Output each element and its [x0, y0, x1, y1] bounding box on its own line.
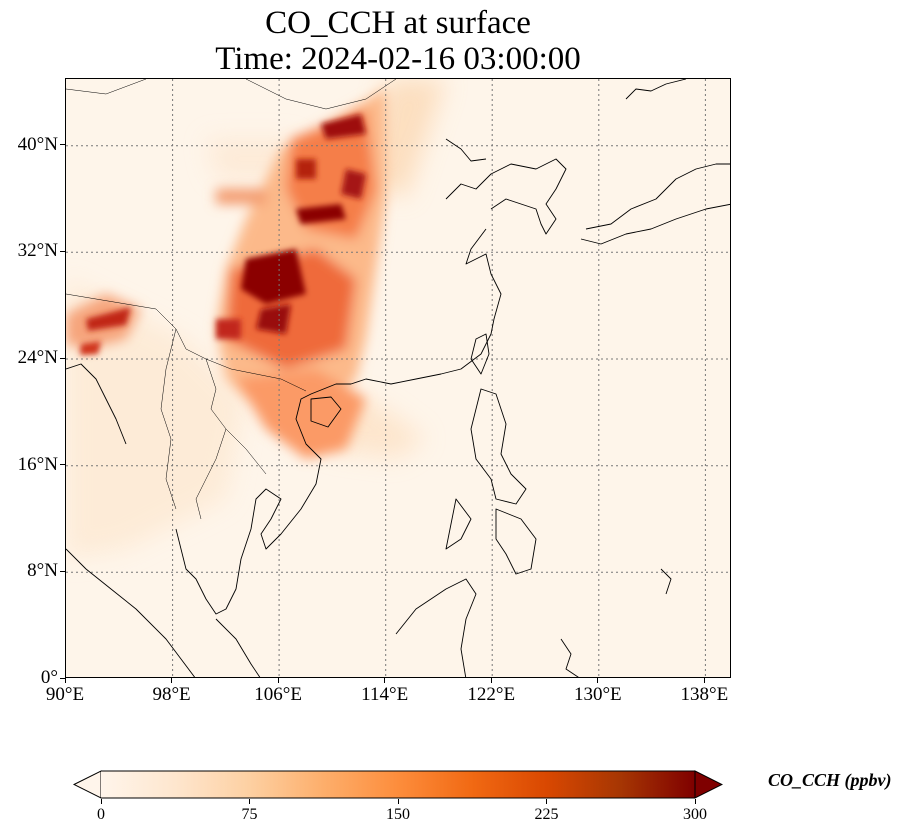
lon-tick-mark [384, 678, 386, 683]
colorbar [73, 770, 723, 799]
colorbar-tick-mark [694, 799, 696, 804]
lat-tick-label: 16°N [17, 453, 58, 475]
lat-tick-label: 32°N [17, 240, 58, 262]
lat-tick-label: 40°N [17, 133, 58, 155]
lat-tick-label: 8°N [27, 560, 58, 582]
lon-tick-mark [597, 678, 599, 683]
colorbar-tick-mark [397, 799, 399, 804]
lon-tick-mark [64, 678, 66, 683]
colorbar-tick-mark [249, 799, 250, 804]
lon-tick-label: 106°E [254, 684, 302, 705]
lon-tick-label: 90°E [45, 684, 85, 705]
lat-tick-mark [60, 144, 65, 146]
colorbar-extend-high [694, 770, 723, 799]
colorbar-tick-mark [546, 799, 547, 804]
lon-tick-label: 138°E [680, 684, 729, 705]
lat-tick-mark [60, 464, 65, 466]
lat-tick-mark [60, 570, 65, 572]
lon-tick-label: 122°E [467, 684, 516, 705]
colorbar-extend-low [73, 770, 102, 799]
colorbar-tick-label: 300 [683, 806, 707, 823]
country-borders [66, 79, 397, 520]
lon-tick-label: 114°E [361, 684, 409, 705]
map-plot-area [65, 78, 731, 678]
lon-tick-mark [277, 678, 279, 683]
lat-tick-mark [60, 357, 65, 359]
colorbar-tick-label: 0 [97, 806, 105, 823]
map-gridlines [66, 79, 730, 677]
colorbar-tick-label: 150 [386, 806, 410, 823]
colorbar-gradient [101, 771, 695, 798]
map-title: CO_CCH at surface [265, 5, 531, 41]
lat-tick-label: 0° [40, 667, 58, 688]
lon-tick-label: 130°E [573, 684, 622, 705]
colorbar-tick-label: 75 [241, 806, 258, 823]
lat-tick-mark [60, 677, 65, 679]
map-canvas [66, 79, 730, 677]
co-hotspots [80, 114, 366, 355]
colorbar-tick-mark [100, 799, 102, 804]
lon-tick-label: 98°E [152, 684, 191, 705]
lon-tick-mark [171, 678, 173, 683]
lat-tick-mark [60, 250, 65, 252]
map-subtitle-time: Time: 2024-02-16 03:00:00 [215, 41, 581, 77]
colorbar-label: CO_CCH (ppbv) [768, 770, 892, 790]
lat-tick-label: 24°N [17, 347, 58, 368]
lon-tick-mark [703, 678, 705, 683]
colorbar-tick-label: 225 [534, 806, 559, 823]
lon-tick-mark [490, 678, 492, 683]
coastlines [66, 79, 730, 677]
